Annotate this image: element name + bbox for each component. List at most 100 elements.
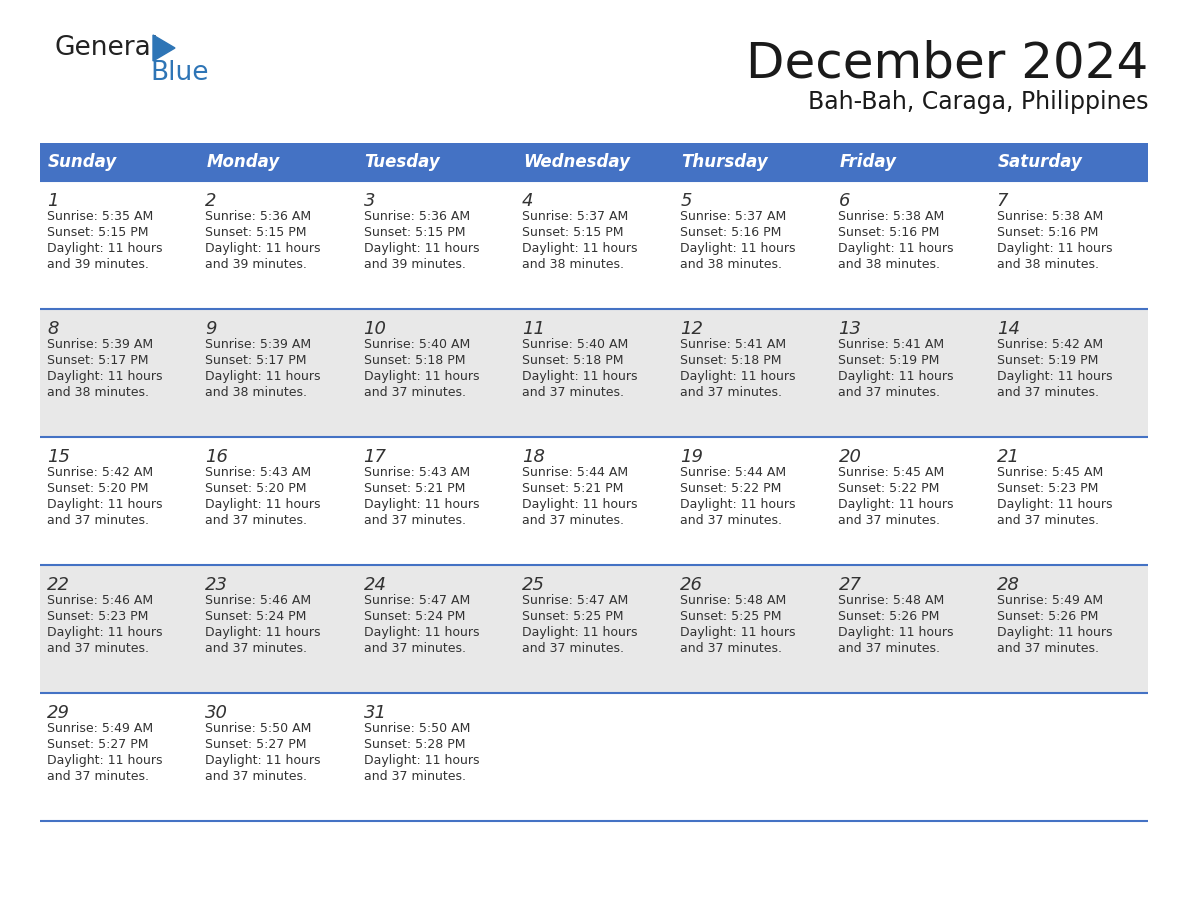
Bar [40,309,1148,437]
Text: Sunset: 5:25 PM: Sunset: 5:25 PM [522,610,624,623]
Text: and 37 minutes.: and 37 minutes. [681,514,782,527]
Text: 14: 14 [997,320,1019,338]
Text: Daylight: 11 hours: Daylight: 11 hours [364,626,479,639]
Bar [40,693,1148,821]
Text: Sunrise: 5:41 AM: Sunrise: 5:41 AM [681,338,786,351]
Text: Sunrise: 5:37 AM: Sunrise: 5:37 AM [681,210,786,223]
Text: Daylight: 11 hours: Daylight: 11 hours [522,242,637,255]
Text: and 37 minutes.: and 37 minutes. [997,386,1099,399]
Text: 17: 17 [364,448,386,466]
Text: Sunrise: 5:43 AM: Sunrise: 5:43 AM [206,466,311,479]
Text: Sunrise: 5:42 AM: Sunrise: 5:42 AM [48,466,153,479]
Text: Daylight: 11 hours: Daylight: 11 hours [364,242,479,255]
Text: Sunrise: 5:40 AM: Sunrise: 5:40 AM [522,338,628,351]
Text: Daylight: 11 hours: Daylight: 11 hours [206,626,321,639]
Bar [514,143,674,181]
Text: Sunset: 5:18 PM: Sunset: 5:18 PM [364,354,465,367]
Text: Sunset: 5:16 PM: Sunset: 5:16 PM [681,226,782,239]
Text: Sunset: 5:18 PM: Sunset: 5:18 PM [522,354,624,367]
Text: Daylight: 11 hours: Daylight: 11 hours [997,626,1112,639]
Text: Sunset: 5:21 PM: Sunset: 5:21 PM [522,482,624,495]
Text: Sunset: 5:24 PM: Sunset: 5:24 PM [206,610,307,623]
Bar [674,143,832,181]
Text: and 37 minutes.: and 37 minutes. [522,642,624,655]
Text: Daylight: 11 hours: Daylight: 11 hours [522,370,637,383]
Text: and 38 minutes.: and 38 minutes. [48,386,148,399]
Text: 30: 30 [206,704,228,722]
Text: Daylight: 11 hours: Daylight: 11 hours [364,754,479,767]
Text: Sunrise: 5:45 AM: Sunrise: 5:45 AM [839,466,944,479]
Text: 10: 10 [364,320,386,338]
Text: and 37 minutes.: and 37 minutes. [839,386,941,399]
Text: Daylight: 11 hours: Daylight: 11 hours [364,498,479,511]
Text: 12: 12 [681,320,703,338]
Text: Sunset: 5:20 PM: Sunset: 5:20 PM [48,482,148,495]
Text: Sunrise: 5:48 AM: Sunrise: 5:48 AM [839,594,944,607]
Text: Sunset: 5:16 PM: Sunset: 5:16 PM [997,226,1098,239]
Text: and 38 minutes.: and 38 minutes. [997,258,1099,271]
Text: Sunrise: 5:35 AM: Sunrise: 5:35 AM [48,210,153,223]
Text: Sunrise: 5:36 AM: Sunrise: 5:36 AM [206,210,311,223]
Text: Sunrise: 5:45 AM: Sunrise: 5:45 AM [997,466,1102,479]
Text: Daylight: 11 hours: Daylight: 11 hours [681,242,796,255]
Text: Sunset: 5:26 PM: Sunset: 5:26 PM [997,610,1098,623]
Text: 11: 11 [522,320,545,338]
Text: Sunrise: 5:47 AM: Sunrise: 5:47 AM [522,594,628,607]
Text: 19: 19 [681,448,703,466]
Text: Sunrise: 5:50 AM: Sunrise: 5:50 AM [364,722,470,735]
Text: Daylight: 11 hours: Daylight: 11 hours [839,242,954,255]
Text: and 38 minutes.: and 38 minutes. [522,258,624,271]
Text: Sunset: 5:28 PM: Sunset: 5:28 PM [364,738,465,751]
Text: and 37 minutes.: and 37 minutes. [206,770,308,783]
Text: Sunset: 5:21 PM: Sunset: 5:21 PM [364,482,465,495]
Text: and 37 minutes.: and 37 minutes. [681,642,782,655]
Text: Sunset: 5:27 PM: Sunset: 5:27 PM [48,738,148,751]
Text: Sunset: 5:17 PM: Sunset: 5:17 PM [48,354,148,367]
Text: Wednesday: Wednesday [523,153,630,171]
Text: Thursday: Thursday [681,153,767,171]
Text: Sunrise: 5:39 AM: Sunrise: 5:39 AM [206,338,311,351]
Text: Daylight: 11 hours: Daylight: 11 hours [681,370,796,383]
Text: Daylight: 11 hours: Daylight: 11 hours [206,498,321,511]
Text: Sunset: 5:22 PM: Sunset: 5:22 PM [681,482,782,495]
Text: Sunset: 5:20 PM: Sunset: 5:20 PM [206,482,307,495]
Text: Blue: Blue [150,60,209,86]
Bar [832,143,990,181]
Text: Daylight: 11 hours: Daylight: 11 hours [522,626,637,639]
Text: 21: 21 [997,448,1019,466]
Text: 13: 13 [839,320,861,338]
Text: 22: 22 [48,576,70,594]
Text: Sunrise: 5:49 AM: Sunrise: 5:49 AM [48,722,153,735]
Text: Sunset: 5:26 PM: Sunset: 5:26 PM [839,610,940,623]
Text: Sunset: 5:27 PM: Sunset: 5:27 PM [206,738,307,751]
Text: and 39 minutes.: and 39 minutes. [206,258,308,271]
Text: and 37 minutes.: and 37 minutes. [364,642,466,655]
Text: and 37 minutes.: and 37 minutes. [839,642,941,655]
Text: and 37 minutes.: and 37 minutes. [364,770,466,783]
Text: and 37 minutes.: and 37 minutes. [364,386,466,399]
Text: Sunset: 5:22 PM: Sunset: 5:22 PM [839,482,940,495]
Bar [40,565,1148,693]
Text: and 39 minutes.: and 39 minutes. [48,258,148,271]
Text: Sunset: 5:15 PM: Sunset: 5:15 PM [206,226,307,239]
Text: Sunrise: 5:44 AM: Sunrise: 5:44 AM [681,466,786,479]
Text: Sunset: 5:19 PM: Sunset: 5:19 PM [997,354,1098,367]
Text: Daylight: 11 hours: Daylight: 11 hours [206,370,321,383]
Text: Sunset: 5:23 PM: Sunset: 5:23 PM [997,482,1098,495]
Text: Daylight: 11 hours: Daylight: 11 hours [681,626,796,639]
Text: Daylight: 11 hours: Daylight: 11 hours [48,754,163,767]
Text: Daylight: 11 hours: Daylight: 11 hours [48,626,163,639]
Text: Saturday: Saturday [998,153,1082,171]
Text: Sunrise: 5:41 AM: Sunrise: 5:41 AM [839,338,944,351]
Text: Sunset: 5:19 PM: Sunset: 5:19 PM [839,354,940,367]
Text: Daylight: 11 hours: Daylight: 11 hours [364,370,479,383]
Text: 4: 4 [522,192,533,210]
Text: Daylight: 11 hours: Daylight: 11 hours [48,242,163,255]
Text: Daylight: 11 hours: Daylight: 11 hours [48,370,163,383]
Text: Sunrise: 5:40 AM: Sunrise: 5:40 AM [364,338,469,351]
Text: Daylight: 11 hours: Daylight: 11 hours [206,754,321,767]
Text: Sunrise: 5:44 AM: Sunrise: 5:44 AM [522,466,628,479]
Text: and 37 minutes.: and 37 minutes. [48,770,148,783]
Text: and 37 minutes.: and 37 minutes. [839,514,941,527]
Text: Sunset: 5:15 PM: Sunset: 5:15 PM [48,226,148,239]
